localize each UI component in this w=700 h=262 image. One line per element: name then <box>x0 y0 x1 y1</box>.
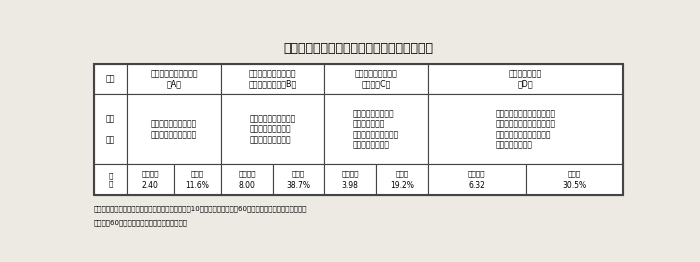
Text: 2.40: 2.40 <box>142 181 159 190</box>
Bar <box>174 164 221 195</box>
Text: 人力のみの作業
（D）: 人力のみの作業 （D） <box>509 69 542 89</box>
Text: 昭和60年のタイムスタディをもとに作成。: 昭和60年のタイムスタディをもとに作成。 <box>94 219 188 226</box>
Text: 3.98: 3.98 <box>342 181 358 190</box>
Bar <box>94 64 127 94</box>
Bar <box>127 94 221 164</box>
Text: 床土運搬・砕土、播種
畔畔草刈り、追肥、
薬剤散布、籾摺調製: 床土運搬・砕土、播種 畔畔草刈り、追肥、 薬剤散布、籾摺調製 <box>250 114 296 144</box>
Bar <box>94 64 624 195</box>
Text: 構成比: 構成比 <box>292 170 305 177</box>
Bar <box>324 94 428 164</box>
Text: 構成比: 構成比 <box>568 170 581 177</box>
Bar <box>428 94 624 164</box>
Bar <box>221 64 324 94</box>
Bar <box>94 164 127 195</box>
Bar <box>526 164 624 195</box>
Text: 労働時間: 労働時間 <box>342 170 359 177</box>
Text: 8.00: 8.00 <box>239 181 256 190</box>
Bar <box>376 164 428 195</box>
Text: 注：岩手県の大規模経営の中型１台体系のもとでの10ａ当たり時間。昭和60年～平成２年までの作業日誌と: 注：岩手県の大規模経営の中型１台体系のもとでの10ａ当たり時間。昭和60年～平成… <box>94 205 307 211</box>
Text: 11.6%: 11.6% <box>186 181 209 190</box>
Bar <box>221 94 324 164</box>
Bar <box>428 64 624 94</box>
Bar <box>94 94 127 164</box>
Text: 労働時間: 労働時間 <box>468 170 485 177</box>
Bar <box>324 64 428 94</box>
Text: 小
計: 小 計 <box>108 172 113 187</box>
Text: 主な

作業: 主な 作業 <box>106 114 115 144</box>
Bar <box>428 164 526 195</box>
Text: 構成比: 構成比 <box>191 170 204 177</box>
Text: 塩水選、苗出し、ハウス管理
苗補充、補植、田の草取り、
除草剤散布、籾の袋取り、
隅刈、籾の積込み: 塩水選、苗出し、ハウス管理 苗補充、補植、田の草取り、 除草剤散布、籾の袋取り、… <box>496 109 556 149</box>
Text: 形態: 形態 <box>106 74 116 84</box>
Bar <box>324 164 376 195</box>
Text: 労働時間: 労働時間 <box>141 170 159 177</box>
Text: 38.7%: 38.7% <box>286 181 311 190</box>
Bar <box>127 164 174 195</box>
Bar <box>127 64 221 94</box>
Text: 自走式による機械作業
（A）: 自走式による機械作業 （A） <box>150 69 197 89</box>
Text: 固定式・携帯式機械を
用いた人力作業（B）: 固定式・携帯式機械を 用いた人力作業（B） <box>248 69 297 89</box>
Text: 30.5%: 30.5% <box>563 181 587 190</box>
Text: 自走式や輸送機によ
る移動（C）: 自走式や輸送機によ る移動（C） <box>355 69 398 89</box>
Text: 苗運搬、田植機移動
水管理・移動、
コンバイン移動、籾殻
運搬、籾ガラ処理: 苗運搬、田植機移動 水管理・移動、 コンバイン移動、籾殻 運搬、籾ガラ処理 <box>353 109 399 149</box>
Text: 表　稲作における機械の利用形態別労働時間: 表 稲作における機械の利用形態別労働時間 <box>284 42 434 54</box>
Bar <box>273 164 324 195</box>
Bar <box>221 164 273 195</box>
Text: 19.2%: 19.2% <box>390 181 414 190</box>
Text: 構成比: 構成比 <box>395 170 408 177</box>
Text: 6.32: 6.32 <box>468 181 485 190</box>
Text: 労働時間: 労働時間 <box>238 170 256 177</box>
Text: 基肥散布、耕起、代か
き、植付・旋回、刈取: 基肥散布、耕起、代か き、植付・旋回、刈取 <box>150 119 197 139</box>
